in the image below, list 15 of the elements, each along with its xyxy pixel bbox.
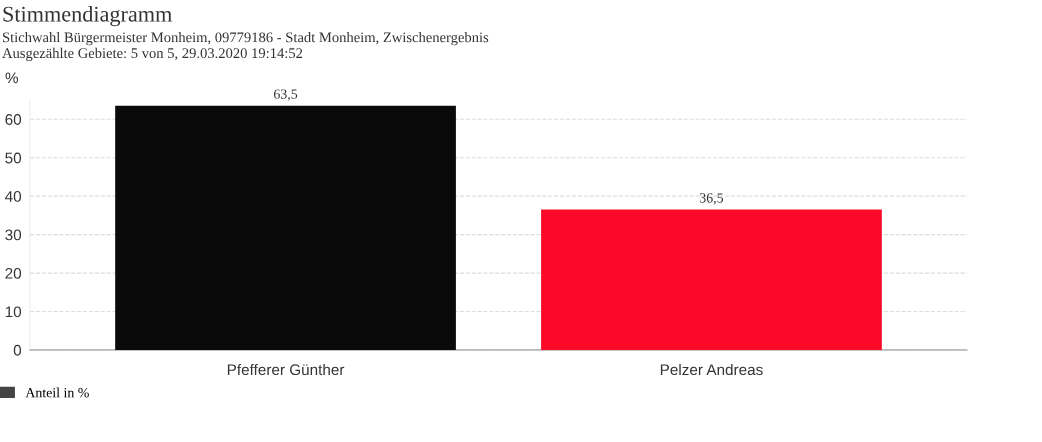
x-tick-label: Pelzer Andreas <box>660 363 763 376</box>
y-tick-label: 20 <box>5 267 22 279</box>
y-tick-label: 50 <box>5 152 22 164</box>
chart-title: Stimmendiagramm <box>3 6 172 27</box>
text: Anteil in % <box>25 387 89 398</box>
data-label: 36,5 <box>699 193 724 205</box>
y-tick-label: 10 <box>5 306 22 318</box>
y-tick-label: 40 <box>5 191 22 202</box>
x-tick-label: Pfefferer Günther <box>227 363 345 376</box>
y-tick-label: 60 <box>5 114 22 125</box>
chart-subtitle: Stichwahl Bürgermeister Monheim, 09779186 - Stadt Monheim, Zwischenergebnis Ausgezählte Gebiete: 5 von 5, 29.03.2020 19:14:52 <box>2 32 489 62</box>
y-tick-label: 0 <box>13 344 22 356</box>
y-tick-label: 30 <box>5 229 22 241</box>
data-label: 63,5 <box>273 89 298 101</box>
y-axis-title: % <box>5 72 19 84</box>
